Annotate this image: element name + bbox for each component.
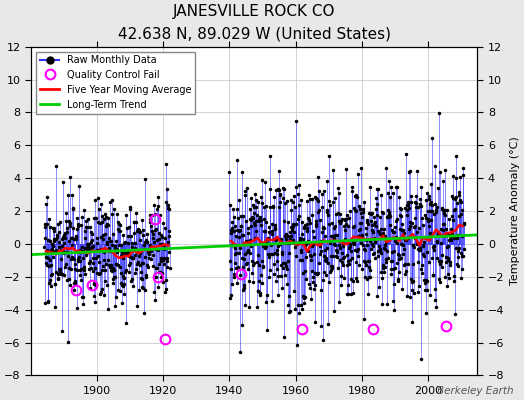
Y-axis label: Temperature Anomaly (°C): Temperature Anomaly (°C) xyxy=(510,137,520,286)
Title: JANESVILLE ROCK CO
42.638 N, 89.029 W (United States): JANESVILLE ROCK CO 42.638 N, 89.029 W (U… xyxy=(118,4,391,41)
Legend: Raw Monthly Data, Quality Control Fail, Five Year Moving Average, Long-Term Tren: Raw Monthly Data, Quality Control Fail, … xyxy=(36,52,195,114)
Text: Berkeley Earth: Berkeley Earth xyxy=(437,386,514,396)
